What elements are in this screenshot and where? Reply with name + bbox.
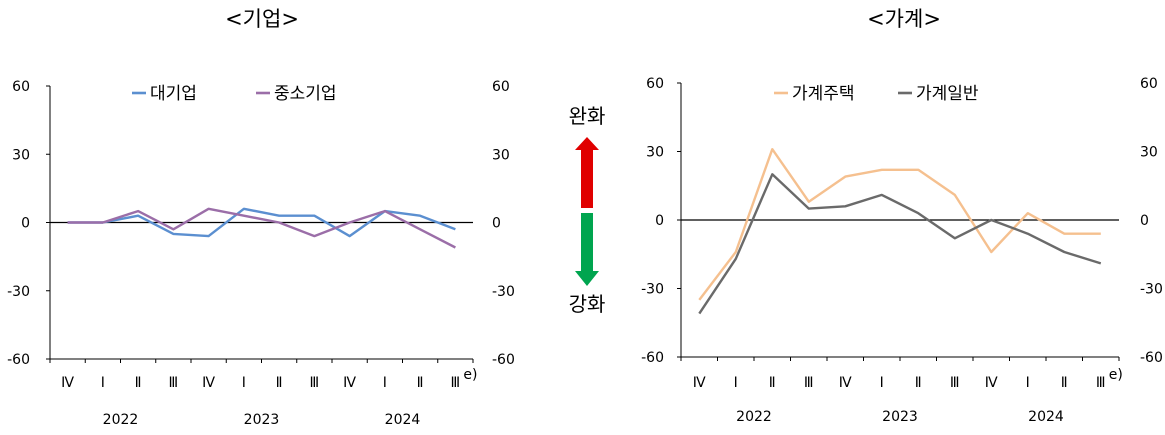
easing-tightening-indicator: 완화 강화	[569, 104, 606, 316]
x-tick-label: Ⅳ	[61, 375, 74, 391]
chart-title: <가계>	[867, 7, 941, 31]
legend-label: 가계주택	[792, 84, 855, 104]
x-tick-label: Ⅲ	[804, 375, 814, 391]
easing-label: 완화	[569, 104, 606, 128]
y-tick-label-left: -30	[641, 282, 664, 298]
x-tick-label: Ⅰ	[880, 375, 884, 391]
x-tick-label: Ⅰ	[101, 375, 105, 391]
y-tick-label-right: -60	[492, 352, 515, 368]
y-tick-label-left: 60	[646, 76, 664, 92]
y-tick-label-right: 0	[492, 216, 501, 232]
legend-label: 대기업	[150, 84, 197, 104]
x-tick-label: Ⅰ	[242, 375, 246, 391]
year-label: 2022	[103, 412, 139, 428]
year-label: 2023	[882, 409, 918, 425]
x-tick-label: Ⅰ	[383, 375, 387, 391]
x-tick-label: Ⅲ	[169, 375, 179, 391]
legend-label: 중소기업	[274, 84, 337, 104]
y-tick-label-right: 60	[492, 79, 510, 95]
series-line-1	[698, 147, 1101, 301]
estimate-note: e)	[1109, 367, 1123, 383]
x-tick-label: Ⅲ	[451, 375, 461, 391]
y-tick-label-left: 60	[12, 79, 30, 95]
x-tick-label: Ⅱ	[1061, 375, 1068, 391]
y-tick-label-right: -60	[1140, 350, 1163, 366]
y-tick-label-left: 30	[646, 145, 664, 161]
x-tick-label: Ⅰ	[1026, 375, 1030, 391]
y-tick-label-right: -30	[492, 284, 515, 300]
y-tick-label-right: 30	[1140, 145, 1158, 161]
x-tick-label: Ⅳ	[343, 375, 356, 391]
x-tick-label: Ⅲ	[310, 375, 320, 391]
tightening-label: 강화	[569, 292, 606, 316]
legend-label: 가계일반	[916, 84, 979, 104]
y-tick-label-left: -60	[641, 350, 664, 366]
y-tick-label-left: 0	[655, 213, 664, 229]
x-tick-label: Ⅳ	[202, 375, 215, 391]
estimate-note: e)	[463, 367, 477, 383]
y-tick-label-right: 30	[492, 147, 510, 163]
y-tick-label-right: -30	[1140, 282, 1163, 298]
x-tick-label: Ⅳ	[985, 375, 998, 391]
year-label: 2022	[736, 409, 772, 425]
arrow-down-icon	[575, 213, 599, 286]
year-label: 2023	[244, 412, 280, 428]
y-tick-label-right: 60	[1140, 76, 1158, 92]
year-label: 2024	[385, 412, 421, 428]
x-tick-label: Ⅳ	[693, 375, 706, 391]
series-line-1	[67, 207, 456, 238]
year-label: 2024	[1028, 409, 1064, 425]
x-tick-label: Ⅱ	[417, 375, 424, 391]
x-tick-label: Ⅱ	[135, 375, 142, 391]
x-tick-label: Ⅱ	[276, 375, 283, 391]
y-tick-label-left: -30	[7, 284, 30, 300]
y-tick-label-right: 0	[1140, 213, 1149, 229]
x-tick-label: Ⅲ	[1096, 375, 1106, 391]
x-tick-label: Ⅱ	[769, 375, 776, 391]
y-tick-label-left: -60	[7, 352, 30, 368]
chart-title: <기업>	[225, 7, 299, 31]
arrow-up-icon	[575, 137, 599, 208]
x-tick-label: Ⅳ	[839, 375, 852, 391]
y-tick-label-left: 0	[21, 216, 30, 232]
y-tick-label-left: 30	[12, 147, 30, 163]
x-tick-label: Ⅲ	[950, 375, 960, 391]
series-line-2	[698, 173, 1102, 315]
x-tick-label: Ⅰ	[734, 375, 738, 391]
series-line-2	[67, 207, 456, 249]
x-tick-label: Ⅱ	[915, 375, 922, 391]
